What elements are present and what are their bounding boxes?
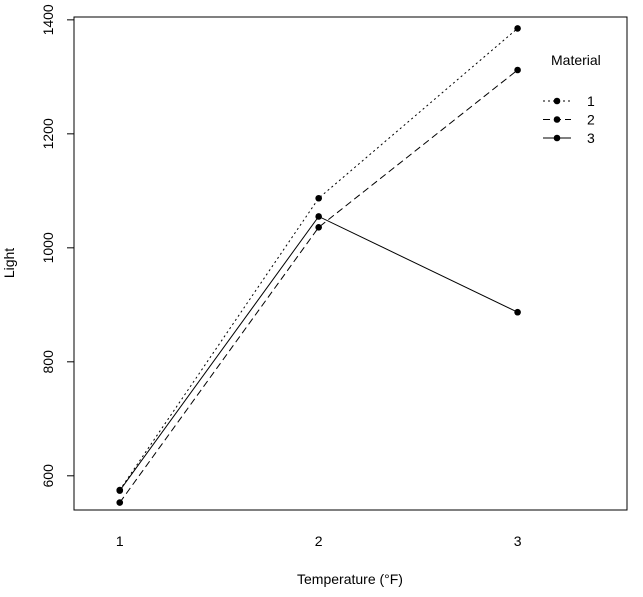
legend-title: Material: [551, 52, 601, 68]
series-3-point: [315, 213, 322, 220]
legend-label-3: 3: [587, 130, 595, 146]
plot-frame: [73, 16, 628, 511]
y-tick-label: 1200: [40, 118, 56, 149]
y-tick-label: 600: [40, 464, 56, 488]
x-tick-label: 2: [315, 533, 323, 549]
series-3-point: [514, 308, 521, 316]
series-1-point: [514, 25, 521, 32]
series-2-point: [315, 224, 322, 231]
series-1-point: [315, 194, 322, 202]
legend-marker-3: [553, 134, 561, 142]
x-tick-label: 1: [116, 533, 124, 549]
y-tick-label: 1000: [40, 232, 56, 263]
legend-marker-2: [553, 116, 561, 123]
series-3-line: [119, 215, 518, 491]
series-2-point: [514, 66, 521, 74]
x-axis: 1 2 3: [116, 533, 522, 549]
y-axis: 600 800 1000 1200 1400: [40, 4, 74, 487]
y-axis-title: Light: [1, 248, 17, 278]
series-3-point: [116, 487, 124, 494]
y-tick-label: 1400: [40, 4, 56, 35]
series-2-line: [119, 69, 518, 503]
legend-label-1: 1: [587, 93, 595, 109]
y-tick-label: 800: [40, 350, 56, 374]
x-tick-label: 3: [514, 533, 522, 549]
legend-label-2: 2: [587, 112, 595, 128]
legend-marker-1: [553, 97, 561, 105]
series-2-point: [116, 499, 124, 506]
series-layer: [116, 25, 521, 506]
legend: Material 1 2 3: [543, 52, 601, 146]
x-axis-title: Temperature (°F): [297, 571, 403, 587]
